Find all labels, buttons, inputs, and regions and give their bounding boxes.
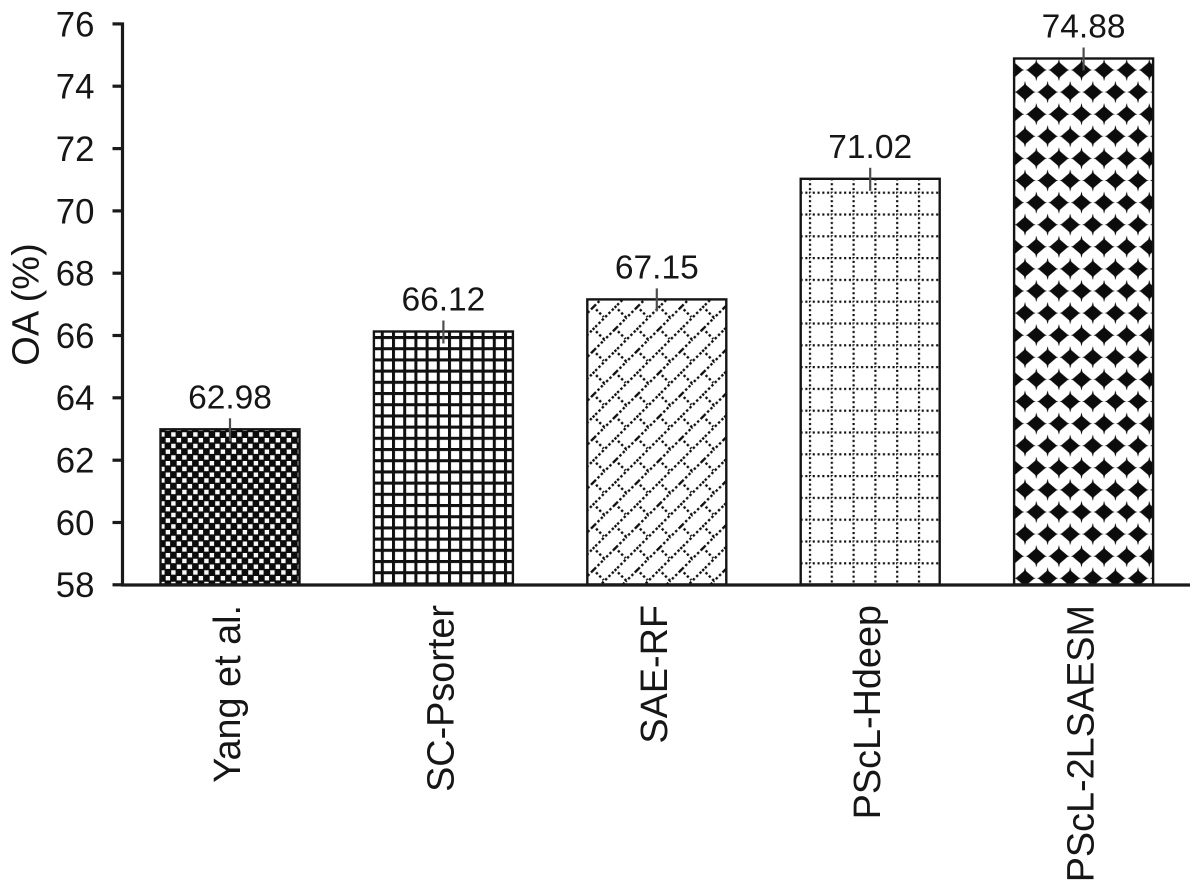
svg-text:OA (%): OA (%) [6, 243, 48, 365]
svg-text:67.15: 67.15 [615, 249, 699, 286]
svg-text:62: 62 [56, 442, 95, 481]
svg-text:62.98: 62.98 [188, 379, 272, 416]
svg-text:PScL-Hdeep: PScL-Hdeep [847, 605, 889, 819]
svg-text:SC-Psorter: SC-Psorter [420, 605, 462, 792]
svg-text:76: 76 [56, 5, 95, 44]
svg-text:60: 60 [56, 504, 95, 543]
svg-text:SAE-RF: SAE-RF [634, 605, 676, 744]
svg-text:66.12: 66.12 [401, 282, 485, 319]
svg-text:74.88: 74.88 [1042, 9, 1126, 46]
svg-text:PScL-2LSAESM: PScL-2LSAESM [1061, 605, 1103, 882]
svg-text:66: 66 [56, 317, 95, 356]
svg-text:71.02: 71.02 [828, 129, 912, 166]
svg-text:72: 72 [56, 130, 95, 169]
svg-text:68: 68 [56, 255, 95, 294]
svg-text:70: 70 [56, 192, 95, 231]
svg-text:58: 58 [56, 566, 95, 605]
svg-text:74: 74 [56, 68, 95, 107]
svg-text:64: 64 [56, 379, 95, 418]
svg-text:Yang et al.: Yang et al. [207, 605, 249, 783]
